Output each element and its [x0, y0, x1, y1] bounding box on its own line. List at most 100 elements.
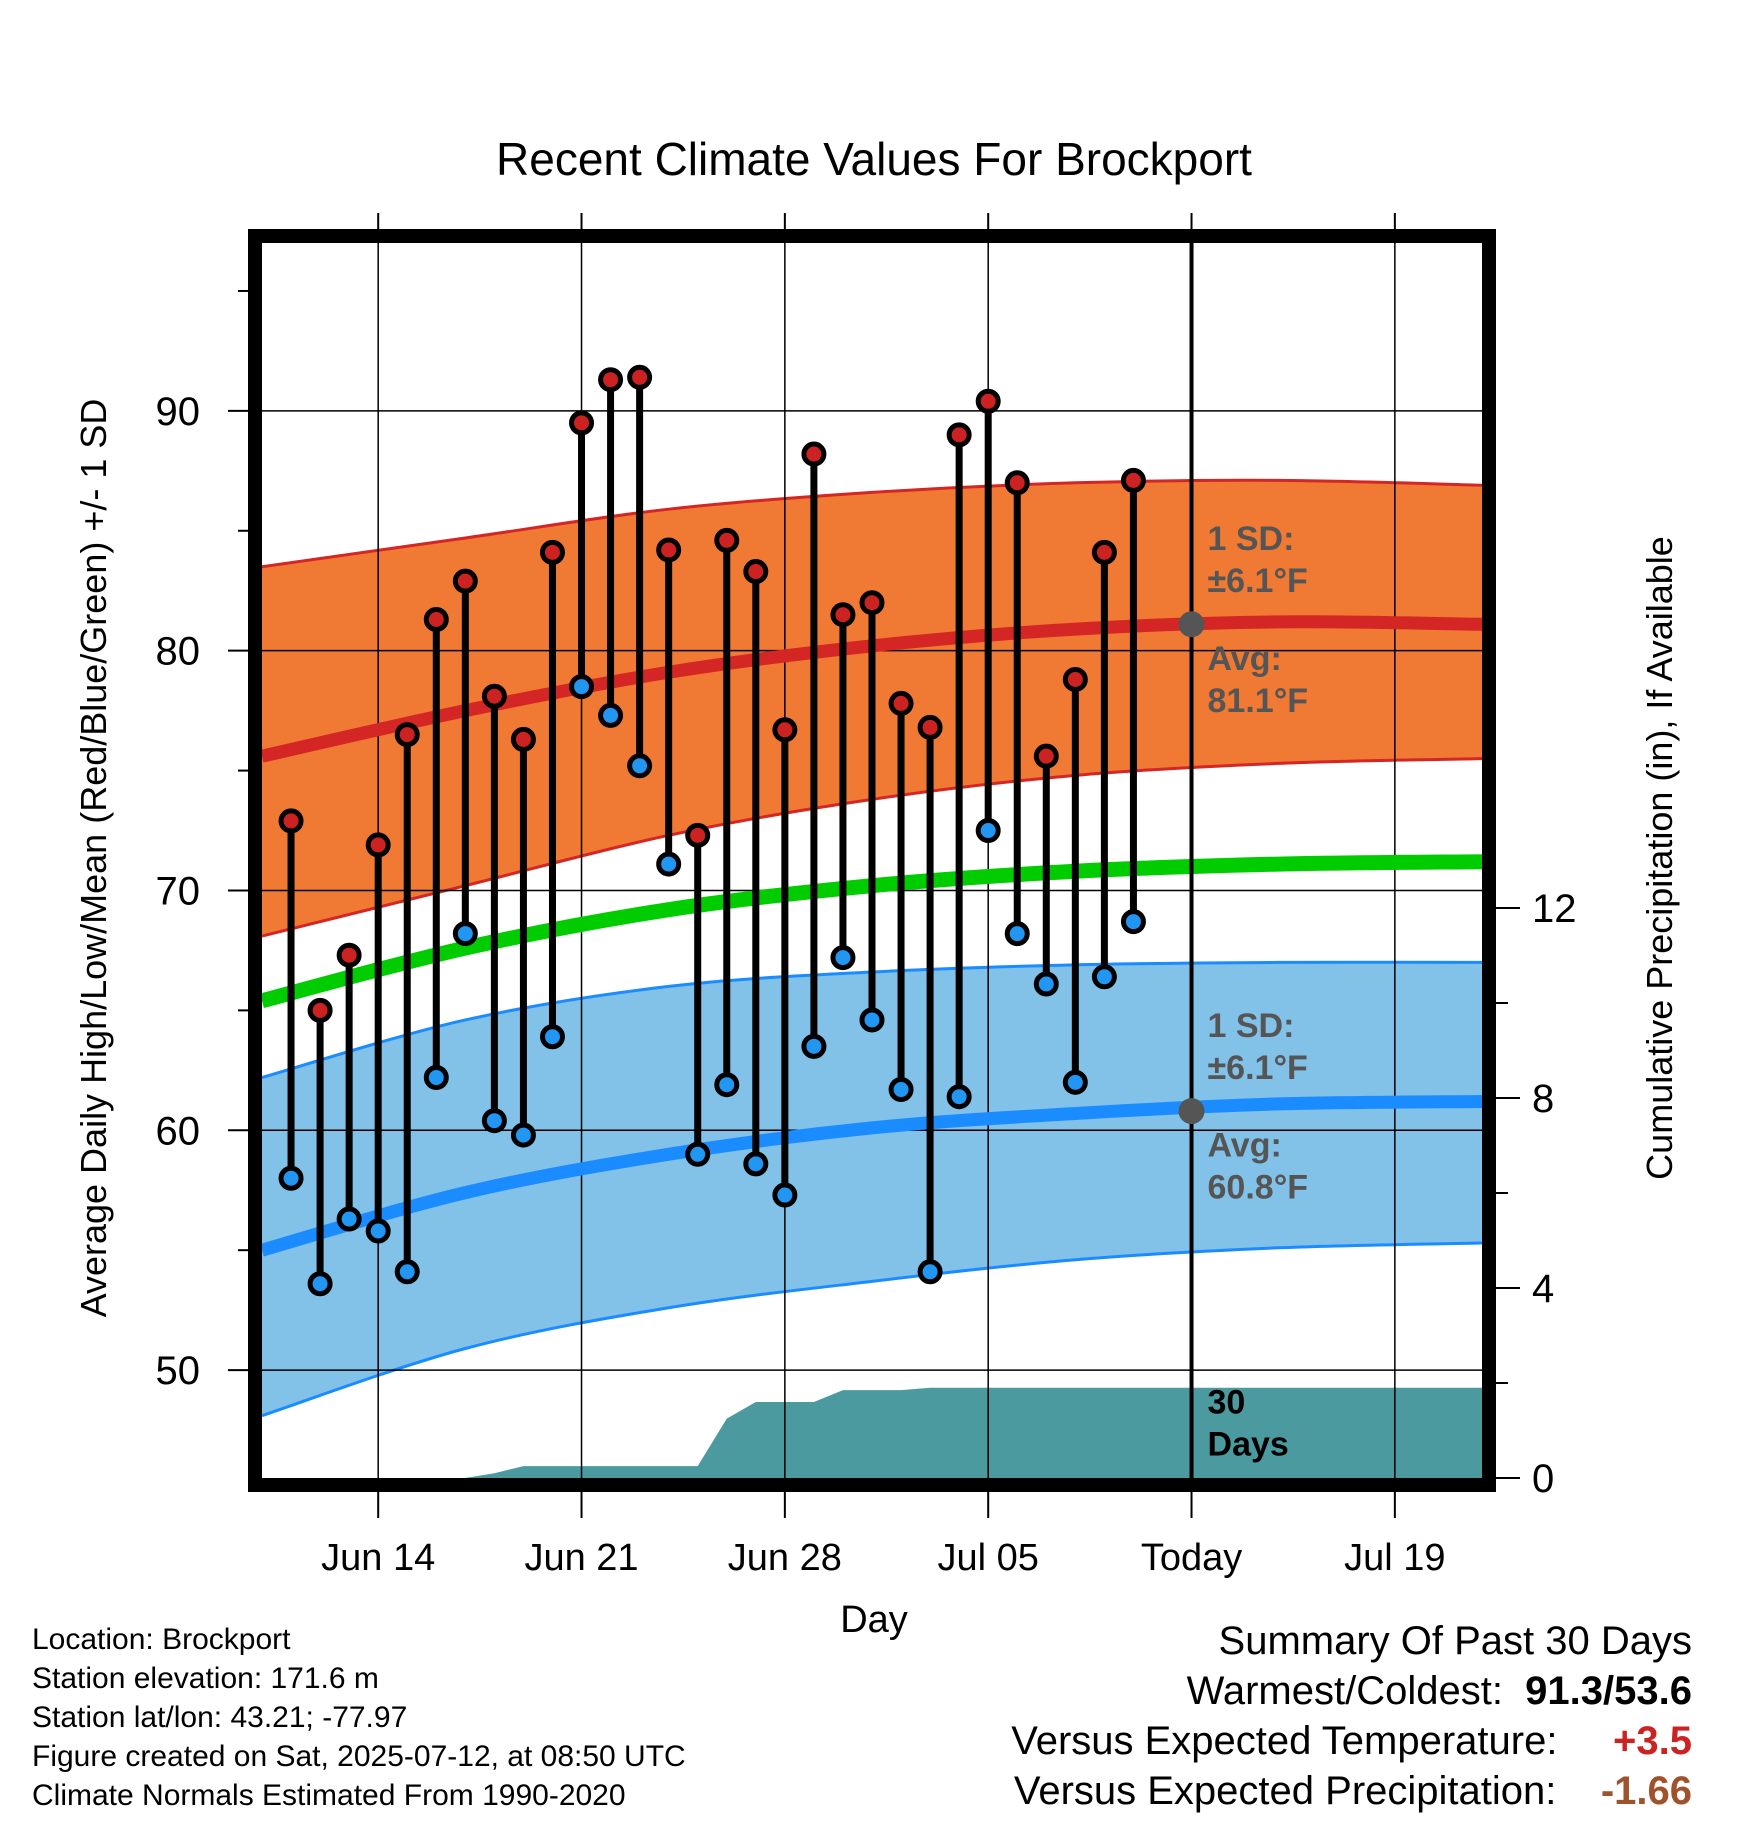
location-text: Location: Brockport	[32, 1623, 291, 1656]
daily-low-point	[481, 1108, 507, 1134]
low-avg-annotation: Avg:	[1208, 1127, 1282, 1165]
created-text: Figure created on Sat, 2025-07-12, at 08…	[32, 1740, 686, 1773]
daily-high-point	[307, 997, 333, 1023]
daily-low-point	[772, 1182, 798, 1208]
daily-high-point	[278, 808, 304, 834]
y-tick-label: 70	[156, 869, 201, 913]
daily-low-point	[975, 818, 1001, 844]
daily-low-point	[598, 702, 624, 728]
daily-high-point	[685, 822, 711, 848]
daily-low-point	[917, 1259, 943, 1285]
x-tick-label: Jul 19	[1344, 1537, 1445, 1579]
y-tick-label: 90	[156, 390, 201, 434]
high-sd-upper-line	[262, 478, 1482, 569]
daily-high-point	[743, 559, 769, 585]
daily-low-point	[888, 1077, 914, 1103]
precipitation-area	[262, 1387, 1482, 1478]
x-tick-label: Jun 28	[728, 1537, 842, 1579]
low-sd-annotation: ±6.1°F	[1208, 1049, 1308, 1087]
daily-low-point	[394, 1259, 420, 1285]
summary-warmest-row: Warmest/Coldest: 91.3/53.6	[1011, 1666, 1692, 1716]
daily-low-point	[801, 1033, 827, 1059]
daily-high-point	[1033, 743, 1059, 769]
precip-value: -1.66	[1600, 1769, 1692, 1813]
daily-low-point	[714, 1072, 740, 1098]
daily-low-point	[830, 945, 856, 971]
daily-low-point	[1004, 921, 1030, 947]
plot-area: 1 SD: ±6.1°F Avg: 81.1°F 1 SD: ±6.1°F Avg: 60.8…	[156, 213, 1577, 1579]
summary-panel: Summary Of Past 30 Days Warmest/Coldest:…	[1011, 1616, 1692, 1816]
daily-high-point	[452, 568, 478, 594]
y-axis-label: Average Daily High/Low/Mean (Red/Blue/Gr…	[73, 399, 114, 1318]
daily-high-point	[830, 602, 856, 628]
daily-low-point	[627, 753, 653, 779]
daily-low-point	[336, 1206, 362, 1232]
daily-high-point	[772, 717, 798, 743]
chart-title: Recent Climate Values For Brockport	[496, 133, 1252, 185]
daily-low-point	[278, 1165, 304, 1191]
daily-high-point	[336, 942, 362, 968]
high-sd-annotation: 1 SD:	[1208, 520, 1295, 558]
daily-high-point	[394, 722, 420, 748]
daily-high-point	[1062, 666, 1088, 692]
daily-low-point	[510, 1122, 536, 1148]
x-tick-label: Today	[1141, 1537, 1242, 1579]
daily-high-point	[1120, 467, 1146, 493]
warmest-label: Warmest/Coldest:	[1186, 1669, 1503, 1713]
x-axis-label: Day	[840, 1599, 908, 1641]
y-tick-label: 50	[156, 1349, 201, 1393]
daily-low-point	[539, 1024, 565, 1050]
y2-tick-label: 0	[1532, 1457, 1554, 1501]
today-low-avg-marker	[1178, 1098, 1205, 1125]
daily-high-point	[946, 422, 972, 448]
daily-low-point	[1120, 909, 1146, 935]
daily-high-point	[365, 832, 391, 858]
plot-clipped-group	[262, 243, 1482, 1478]
y2-tick-label: 4	[1532, 1267, 1554, 1311]
low-avg-annotation: 60.8°F	[1208, 1169, 1309, 1207]
high-avg-annotation: Avg:	[1208, 640, 1282, 678]
daily-low-point	[452, 921, 478, 947]
daily-high-point	[859, 590, 885, 616]
daily-low-point	[1091, 964, 1117, 990]
daily-high-point	[423, 606, 449, 632]
summary-temp-row: Versus Expected Temperature: +3.5	[1011, 1716, 1692, 1766]
elevation-text: Station elevation: 171.6 m	[32, 1662, 379, 1695]
temp-value: +3.5	[1613, 1719, 1692, 1763]
y2-tick-label: 8	[1532, 1077, 1554, 1121]
daily-high-point	[888, 690, 914, 716]
daily-low-point	[685, 1141, 711, 1167]
daily-high-point	[510, 726, 536, 752]
daily-high-point	[481, 683, 507, 709]
y2-tick-label: 12	[1532, 887, 1577, 931]
low-sd-lower-line	[262, 1241, 1482, 1418]
low-sd-annotation: 1 SD:	[1208, 1007, 1295, 1045]
daily-low-point	[1062, 1069, 1088, 1095]
daily-low-point	[946, 1084, 972, 1110]
station-info: Location: Brockport Station elevation: 1…	[32, 1620, 686, 1815]
high-avg-annotation: 81.1°F	[1208, 682, 1309, 720]
today-high-avg-marker	[1178, 611, 1205, 638]
daily-low-point	[859, 1007, 885, 1033]
summary-title: Summary Of Past 30 Days	[1218, 1619, 1692, 1663]
daily-high-point	[975, 388, 1001, 414]
daily-high-point	[1004, 470, 1030, 496]
plot-frame	[248, 229, 1496, 1492]
daily-low-point	[656, 851, 682, 877]
warmest-value: 91.3/53.6	[1525, 1669, 1692, 1713]
y2-axis-label: Cumulative Precipitation (in), If Availa…	[1639, 536, 1680, 1180]
x-tick-label: Jun 14	[321, 1537, 435, 1579]
normals-text: Climate Normals Estimated From 1990-2020	[32, 1779, 626, 1812]
temp-label: Versus Expected Temperature:	[1011, 1719, 1558, 1763]
daily-high-point	[569, 410, 595, 436]
daily-high-point	[656, 537, 682, 563]
precip-days-annotation: Days	[1208, 1425, 1289, 1463]
summary-precip-row: Versus Expected Precipitation: -1.66	[1011, 1766, 1692, 1816]
daily-low-point	[365, 1218, 391, 1244]
x-tick-label: Jun 21	[524, 1537, 638, 1579]
y-tick-label: 80	[156, 630, 201, 674]
daily-low-point	[743, 1151, 769, 1177]
daily-low-point	[423, 1065, 449, 1091]
low-sd-band	[262, 962, 1482, 1416]
